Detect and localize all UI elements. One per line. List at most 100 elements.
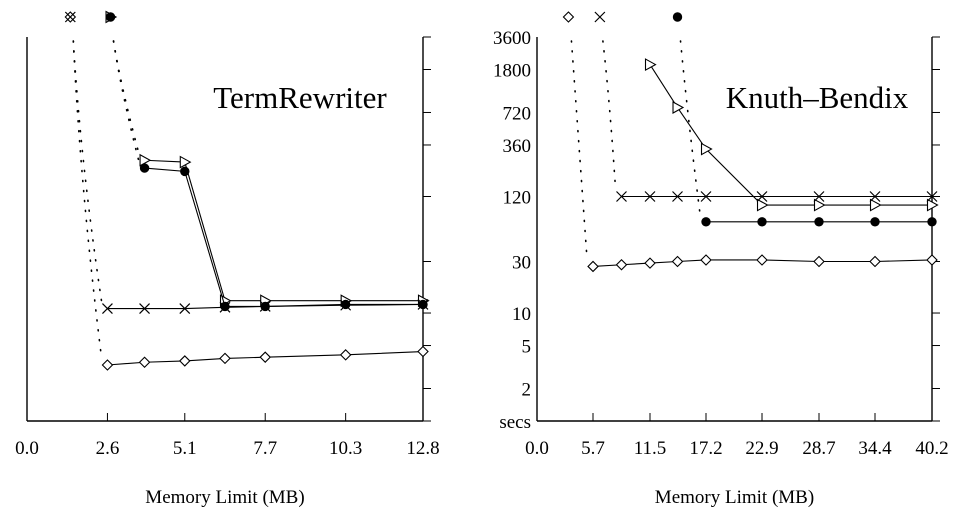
data-point-triangle: [756, 198, 769, 212]
y-tick-label: 720: [503, 103, 532, 124]
x-tick-label: 5.1: [173, 438, 197, 459]
data-point-diamond: [926, 254, 938, 266]
data-point-triangle: [672, 101, 685, 114]
x-tick-label: 17.2: [689, 438, 722, 459]
data-point-diamond: [615, 258, 628, 271]
series-line-triangle: [144, 159, 423, 302]
data-point-circle: [701, 217, 711, 227]
chart-title: TermRewriter: [213, 80, 387, 115]
x-tick-label: 34.4: [858, 438, 892, 459]
x-tick-label: 28.7: [802, 438, 835, 459]
x-tick-label: 7.7: [253, 438, 277, 459]
data-point-diamond: [587, 260, 599, 273]
data-point-diamond: [756, 254, 768, 266]
data-point-circle: [180, 166, 190, 177]
x-axis-label: Memory Limit (MB): [145, 487, 304, 508]
x-tick-label: 0.0: [525, 438, 549, 459]
top-marker-x: [594, 11, 606, 23]
data-point-x: [139, 303, 150, 314]
series-diamond: [587, 254, 938, 273]
series-circle: [701, 217, 937, 227]
series-triangle: [139, 153, 430, 308]
y-tick-label: 2: [522, 379, 532, 400]
data-point-circle: [814, 217, 824, 227]
y-tick-label: 30: [512, 253, 531, 274]
data-point-x: [644, 191, 656, 202]
data-point-x: [616, 191, 627, 202]
data-point-diamond: [671, 255, 684, 268]
data-point-diamond: [339, 349, 352, 361]
data-point-x: [869, 191, 881, 202]
series-triangle: [644, 58, 939, 212]
chart-title: Knuth–Bendix: [726, 80, 909, 115]
data-point-x: [926, 191, 938, 202]
y-tick-label: 3600: [493, 28, 531, 49]
x-tick-label: 40.2: [915, 438, 948, 459]
data-point-triangle: [700, 142, 713, 156]
dotted-trail-circle: [679, 40, 701, 215]
top-marker-diamond: [562, 11, 575, 23]
data-point-circle: [870, 217, 880, 227]
dotted-trail-x: [72, 40, 103, 302]
data-point-x: [219, 301, 231, 313]
dotted-trail-x: [602, 40, 617, 190]
data-point-x: [813, 191, 825, 202]
data-point-x: [179, 303, 191, 314]
data-point-x: [417, 299, 429, 310]
x-tick-label: 5.7: [581, 438, 605, 459]
x-tick-label: 2.6: [96, 438, 120, 459]
data-point-triangle: [926, 198, 939, 212]
data-point-diamond: [417, 345, 429, 358]
x-tick-label: 10.3: [329, 438, 362, 459]
x-tick-label: 12.8: [406, 438, 439, 459]
y-tick-label: secs: [499, 412, 531, 433]
data-point-x: [340, 299, 352, 311]
series-diamond: [101, 345, 429, 371]
data-point-x: [700, 191, 712, 202]
y-tick-label: 5: [522, 337, 532, 358]
chart-panel-1: 0.0 2.6 5.1 7.7 10.3 12.8 TermRewriter Memory L…: [15, 10, 440, 508]
data-point-diamond: [869, 255, 881, 268]
data-point-triangle: [179, 155, 192, 169]
data-point-triangle: [869, 198, 882, 212]
data-point-triangle: [813, 198, 826, 212]
chart-panel-2: 0.0 5.7 11.5 17.2 22.9 28.7 34.4 40.2 3600 1800 72…: [493, 11, 949, 508]
y-tick-label: 360: [503, 136, 532, 157]
series-x: [102, 299, 429, 314]
y-tick-label: 10: [512, 304, 531, 325]
dotted-trail-circle: [112, 40, 140, 161]
data-point-diamond: [179, 355, 191, 367]
top-marker-circle: [672, 12, 683, 22]
dotted-trail-triangle: [112, 40, 140, 154]
y-tick-label: 1800: [493, 61, 531, 82]
top-marker-x: [64, 11, 76, 23]
data-point-diamond: [644, 257, 656, 269]
data-point-x: [672, 191, 683, 202]
x-tick-label: 11.5: [634, 438, 667, 459]
data-point-triangle: [644, 58, 657, 71]
series-x: [616, 191, 938, 202]
data-point-diamond: [813, 255, 825, 268]
data-point-x: [102, 303, 113, 314]
top-marker-circle: [105, 12, 116, 22]
data-point-diamond: [138, 356, 151, 369]
series-circle: [139, 163, 428, 312]
data-point-circle: [757, 217, 767, 227]
dotted-trail-diamond: [570, 40, 588, 260]
series-line-circle: [144, 167, 423, 308]
x-axis-label: Memory Limit (MB): [655, 487, 814, 508]
data-point-diamond: [700, 254, 712, 266]
data-point-circle: [139, 163, 150, 173]
dotted-trail-diamond: [72, 40, 103, 358]
data-point-x: [259, 301, 271, 312]
y-tick-label: 120: [503, 187, 532, 208]
data-point-circle: [927, 217, 937, 227]
data-point-diamond: [259, 351, 271, 363]
data-point-triangle: [139, 153, 152, 167]
x-tick-label: 22.9: [745, 438, 778, 459]
data-point-x: [756, 191, 768, 202]
x-tick-label: 0.0: [15, 438, 39, 459]
data-point-diamond: [101, 359, 114, 371]
data-point-diamond: [219, 352, 231, 365]
